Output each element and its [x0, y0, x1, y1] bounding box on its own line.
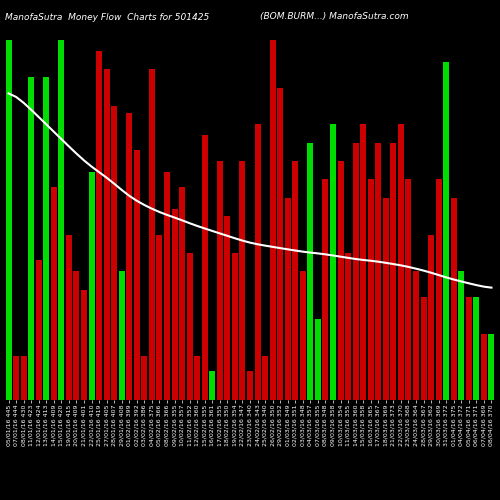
Bar	[210, 370, 216, 400]
Text: ManofaSutra  Money Flow  Charts for 501425: ManofaSutra Money Flow Charts for 501425	[5, 12, 209, 22]
Bar	[43, 76, 50, 400]
Bar	[96, 51, 102, 400]
Bar	[284, 198, 290, 400]
Bar	[28, 76, 34, 400]
Bar	[352, 143, 358, 400]
Bar	[111, 106, 117, 400]
Bar	[420, 297, 426, 400]
Bar	[232, 253, 238, 400]
Bar	[126, 114, 132, 400]
Bar	[436, 180, 442, 400]
Bar	[390, 143, 396, 400]
Bar	[66, 234, 72, 400]
Bar	[458, 272, 464, 400]
Bar	[277, 88, 283, 400]
Bar	[360, 124, 366, 400]
Bar	[474, 297, 480, 400]
Bar	[240, 161, 246, 400]
Bar	[398, 124, 404, 400]
Bar	[194, 356, 200, 400]
Bar	[322, 180, 328, 400]
Text: (BOM.BURM...) ManofaSutra.com: (BOM.BURM...) ManofaSutra.com	[260, 12, 408, 22]
Bar	[450, 198, 457, 400]
Bar	[406, 180, 411, 400]
Bar	[142, 356, 148, 400]
Bar	[383, 198, 389, 400]
Bar	[20, 356, 26, 400]
Bar	[368, 180, 374, 400]
Bar	[51, 187, 57, 400]
Bar	[345, 253, 351, 400]
Bar	[149, 69, 155, 400]
Bar	[36, 260, 42, 400]
Bar	[134, 150, 140, 400]
Bar	[300, 272, 306, 400]
Bar	[6, 40, 12, 400]
Bar	[376, 143, 382, 400]
Bar	[247, 370, 253, 400]
Bar	[292, 161, 298, 400]
Bar	[118, 272, 124, 400]
Bar	[202, 136, 207, 400]
Bar	[308, 143, 314, 400]
Bar	[443, 62, 449, 400]
Bar	[338, 161, 344, 400]
Bar	[315, 319, 321, 400]
Bar	[428, 234, 434, 400]
Bar	[186, 253, 192, 400]
Bar	[58, 40, 64, 400]
Bar	[88, 172, 94, 400]
Bar	[466, 297, 472, 400]
Bar	[156, 234, 162, 400]
Bar	[413, 272, 419, 400]
Bar	[179, 187, 185, 400]
Bar	[262, 356, 268, 400]
Bar	[488, 334, 494, 400]
Bar	[224, 216, 230, 400]
Bar	[481, 334, 487, 400]
Bar	[172, 209, 177, 400]
Bar	[81, 290, 87, 400]
Bar	[164, 172, 170, 400]
Bar	[270, 40, 276, 400]
Bar	[104, 69, 110, 400]
Bar	[217, 161, 223, 400]
Bar	[13, 356, 19, 400]
Bar	[330, 124, 336, 400]
Bar	[254, 124, 260, 400]
Bar	[74, 272, 80, 400]
